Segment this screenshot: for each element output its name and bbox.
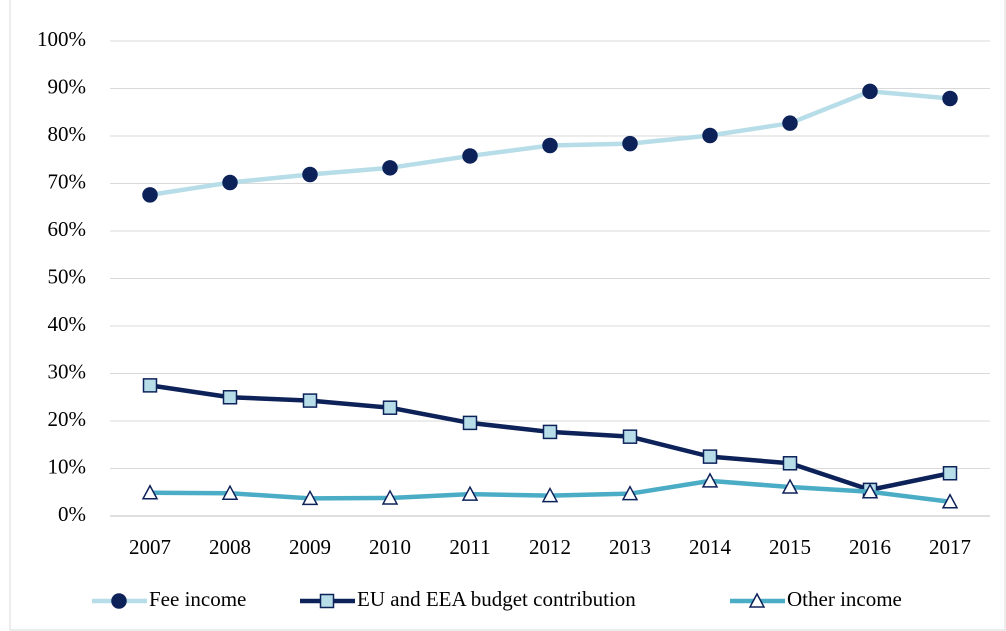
x-tick-label: 2017 <box>929 535 971 559</box>
x-tick-label: 2010 <box>369 535 411 559</box>
marker <box>542 137 558 154</box>
marker <box>301 489 319 506</box>
y-tick-label: 0% <box>58 502 86 526</box>
legend-marker <box>319 593 335 609</box>
y-tick-label: 40% <box>48 312 87 336</box>
y-tick-label: 60% <box>48 217 87 241</box>
y-tick-label: 70% <box>48 169 87 193</box>
marker <box>702 449 718 464</box>
marker <box>302 393 318 408</box>
marker <box>222 390 238 405</box>
marker <box>862 83 878 100</box>
legend-marker <box>111 593 127 609</box>
marker <box>701 472 719 488</box>
marker <box>221 484 239 500</box>
marker <box>622 429 638 444</box>
marker <box>141 484 159 500</box>
marker <box>622 135 638 152</box>
x-tick-label: 2007 <box>129 535 171 559</box>
marker <box>222 174 238 191</box>
marker <box>781 478 799 494</box>
marker <box>142 378 158 393</box>
legend-label: Other income <box>787 587 902 611</box>
x-tick-label: 2015 <box>769 535 811 559</box>
marker <box>941 493 959 509</box>
x-tick-label: 2016 <box>849 535 891 559</box>
marker <box>942 90 958 107</box>
marker <box>462 415 478 431</box>
marker <box>462 148 478 164</box>
y-tick-label: 20% <box>48 407 87 431</box>
marker <box>861 483 879 499</box>
x-tick-label: 2008 <box>209 535 251 559</box>
y-tick-label: 50% <box>48 264 87 288</box>
x-tick-label: 2012 <box>529 535 571 559</box>
marker <box>702 127 718 144</box>
x-tick-label: 2011 <box>449 535 490 559</box>
marker <box>142 187 158 203</box>
y-tick-label: 30% <box>48 359 87 383</box>
legend-label: Fee income <box>149 587 246 611</box>
marker <box>461 485 479 501</box>
marker <box>302 166 318 183</box>
x-tick-label: 2013 <box>609 535 651 559</box>
y-tick-label: 100% <box>37 27 86 51</box>
marker <box>381 489 399 505</box>
y-tick-label: 90% <box>48 74 87 98</box>
marker <box>541 486 559 503</box>
marker <box>782 115 798 131</box>
y-tick-label: 10% <box>48 454 87 478</box>
marker <box>621 485 639 501</box>
legend-marker <box>748 592 766 608</box>
marker <box>782 456 798 471</box>
legend-label: EU and EEA budget contribution <box>357 587 636 611</box>
x-tick-label: 2009 <box>289 535 331 559</box>
y-tick-label: 80% <box>48 122 87 146</box>
marker <box>542 424 558 440</box>
marker <box>382 400 398 415</box>
marker <box>382 160 398 176</box>
x-tick-label: 2014 <box>689 535 732 559</box>
marker <box>942 466 958 481</box>
